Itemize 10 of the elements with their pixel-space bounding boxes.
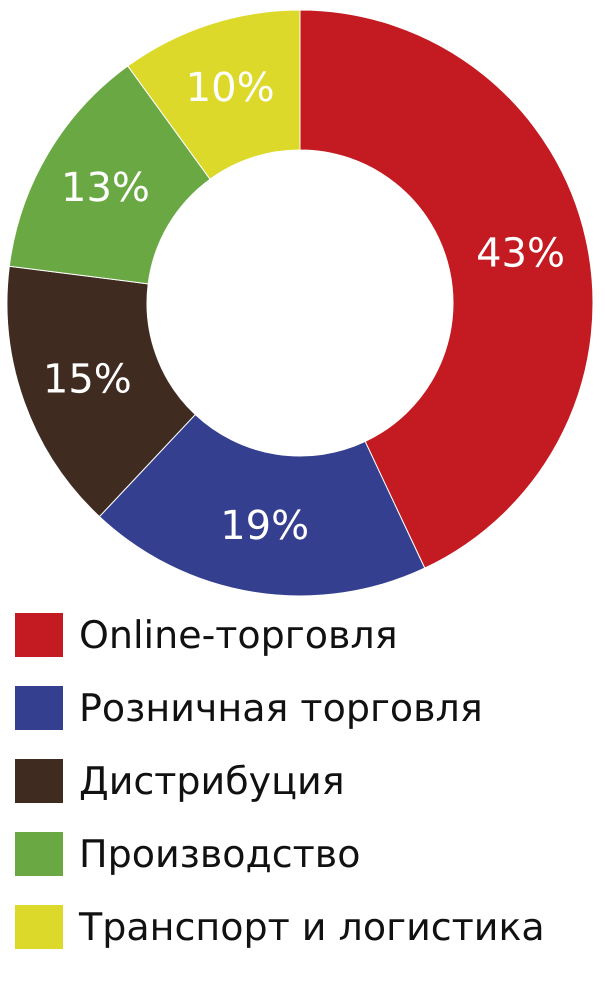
- data-label: 15%: [42, 356, 132, 403]
- legend-label: Online-торговля: [79, 613, 398, 657]
- legend-label: Транспорт и логистика: [78, 905, 545, 949]
- data-label: 10%: [186, 65, 275, 112]
- data-label: 13%: [61, 164, 150, 211]
- data-label: 43%: [476, 230, 566, 277]
- legend-label: Розничная торговля: [79, 686, 483, 730]
- legend-label: Производство: [79, 832, 360, 876]
- data-label: 19%: [220, 503, 310, 550]
- legend-label: Дистрибуция: [79, 759, 345, 803]
